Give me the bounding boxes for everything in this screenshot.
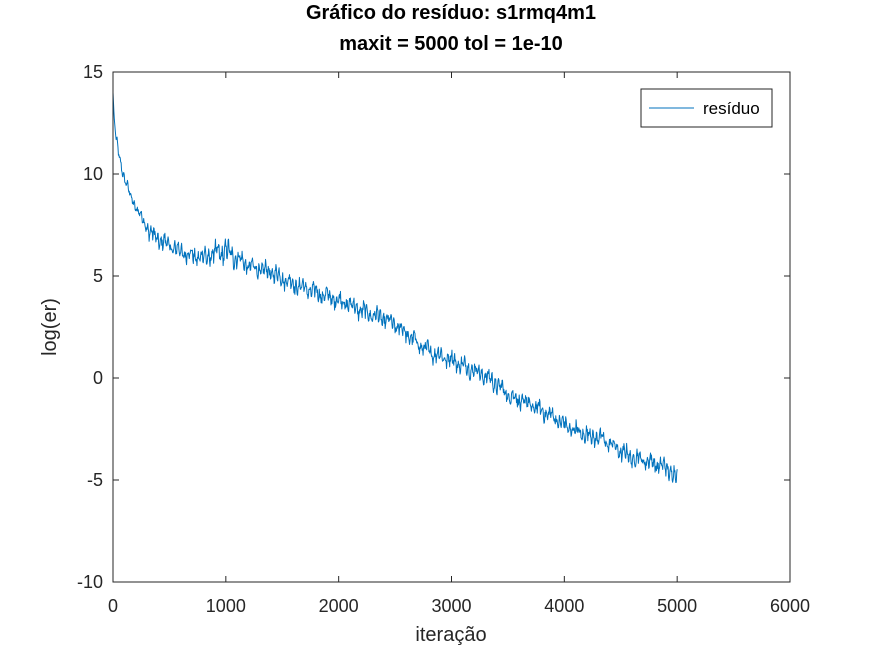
y-tick-label: 10: [83, 164, 103, 184]
plot-area: [113, 72, 790, 582]
y-tick-label: -10: [77, 572, 103, 592]
x-tick-label: 4000: [544, 596, 584, 616]
legend: resíduo: [640, 88, 773, 128]
y-axis-ticks: -10 -5 0 5 10 15: [77, 62, 790, 592]
series-line-residuo: [112, 92, 678, 484]
x-axis-label: iteração: [415, 624, 486, 646]
x-tick-label: 2000: [319, 596, 359, 616]
y-tick-label: 5: [93, 266, 103, 286]
y-tick-label: 15: [83, 62, 103, 82]
x-tick-label: 0: [108, 596, 118, 616]
chart-title: Gráfico do resíduo: s1rmq4m1: [306, 2, 596, 24]
y-tick-label: 0: [93, 368, 103, 388]
x-tick-label: 6000: [770, 596, 810, 616]
y-tick-label: -5: [87, 470, 103, 490]
x-axis-ticks: 0 1000 2000 3000 4000 5000 6000: [108, 72, 810, 616]
x-tick-label: 3000: [431, 596, 471, 616]
x-tick-label: 1000: [206, 596, 246, 616]
chart-subtitle: maxit = 5000 tol = 1e-10: [339, 33, 562, 55]
y-axis-label: log(er): [39, 298, 61, 356]
legend-entry-residuo: resíduo: [703, 99, 760, 118]
x-tick-label: 5000: [657, 596, 697, 616]
